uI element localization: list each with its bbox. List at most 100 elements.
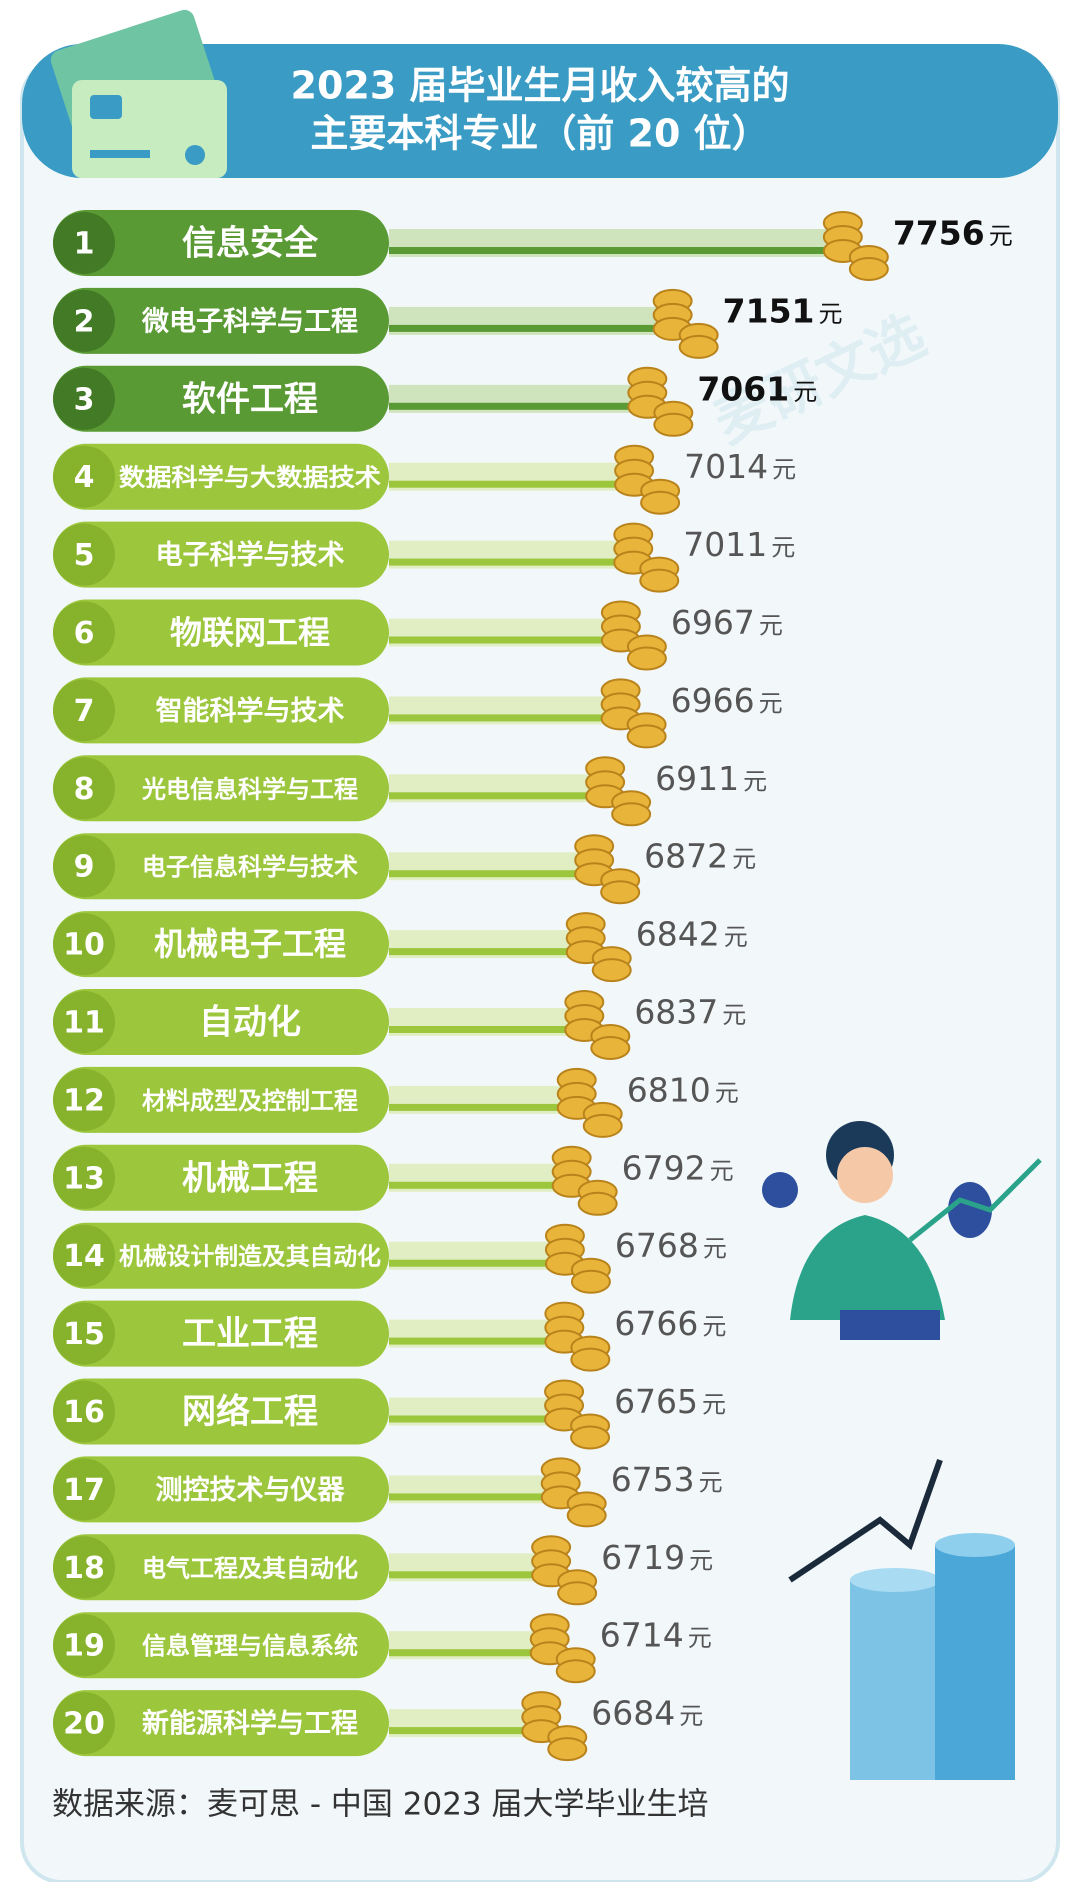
rank-circle	[53, 367, 115, 430]
unit-label: 元	[771, 534, 795, 562]
rank-circle	[53, 1302, 115, 1365]
coins	[574, 834, 641, 905]
label-pill	[53, 1144, 389, 1211]
label-pill	[53, 833, 389, 900]
bar-line	[389, 1727, 554, 1735]
coins	[551, 1145, 618, 1216]
value-label: 6911	[655, 759, 739, 798]
label-pill	[53, 365, 389, 432]
rank-label: 20	[63, 1707, 105, 1742]
unit-label: 元	[732, 845, 756, 873]
bar-line	[389, 480, 647, 488]
rank-circle	[53, 835, 115, 898]
coins	[600, 600, 667, 671]
rank-label: 3	[74, 382, 95, 417]
coin	[547, 1737, 588, 1762]
unit-label: 元	[772, 456, 796, 484]
coin	[653, 412, 694, 437]
chart-title: 2023 届毕业生月收入较高的	[291, 64, 790, 108]
bar-line	[389, 792, 618, 800]
category-label: 微电子科学与工程	[141, 305, 358, 337]
coins	[544, 1223, 611, 1294]
unit-label: 元	[715, 1079, 739, 1107]
label-pill	[53, 1378, 389, 1445]
bar-line	[389, 1259, 577, 1267]
value-label: 6872	[644, 837, 728, 876]
category-label: 电子信息科学与技术	[142, 853, 358, 881]
coin	[570, 1425, 611, 1450]
category-label: 机械设计制造及其自动化	[119, 1243, 381, 1271]
unit-label: 元	[689, 1546, 713, 1574]
rank-label: 2	[74, 304, 95, 339]
bar-line	[389, 1415, 577, 1423]
label-pill	[53, 1222, 389, 1289]
unit-label: 元	[724, 923, 748, 951]
rank-circle	[53, 913, 115, 976]
rank-circle	[53, 1536, 115, 1599]
label-pill	[53, 599, 389, 666]
label-pill	[53, 989, 389, 1055]
coin	[600, 880, 641, 905]
category-label: 电气工程及其自动化	[142, 1554, 358, 1582]
coins	[564, 990, 631, 1060]
value-label: 6753	[611, 1460, 695, 1499]
category-label: 新能源科学与工程	[142, 1708, 358, 1740]
rank-label: 6	[74, 616, 95, 651]
coin	[611, 802, 652, 827]
coin	[678, 334, 719, 359]
unit-label: 元	[703, 1235, 727, 1263]
coin	[591, 958, 632, 983]
value-label: 6684	[591, 1694, 675, 1733]
unit-label: 元	[793, 378, 817, 406]
bar-line	[389, 870, 607, 878]
value-label: 6714	[600, 1616, 684, 1655]
unit-label: 元	[702, 1391, 726, 1419]
label-pill	[53, 1690, 389, 1757]
rank-circle	[53, 1692, 115, 1755]
bar-line	[389, 1103, 589, 1111]
illustration	[762, 1121, 1042, 1780]
coin	[566, 1503, 607, 1528]
coins	[521, 1691, 588, 1762]
bar-line	[389, 324, 685, 332]
rank-label: 4	[74, 460, 95, 495]
coins	[556, 1067, 623, 1138]
value-label: 6966	[671, 681, 755, 720]
coin	[639, 568, 680, 593]
value-label: 6810	[627, 1070, 711, 1109]
category-label: 机械工程	[182, 1158, 318, 1198]
coin	[582, 1113, 623, 1138]
bar-line	[389, 558, 646, 566]
bar-line	[389, 1571, 564, 1579]
unit-label: 元	[688, 1624, 712, 1652]
unit-label: 元	[702, 1313, 726, 1341]
coins	[544, 1379, 611, 1450]
rank-circle	[53, 601, 115, 664]
label-pill	[53, 1066, 389, 1133]
label-pill	[53, 911, 389, 978]
category-label: 光电信息科学与工程	[141, 775, 358, 803]
coins	[565, 912, 632, 983]
unit-label: 元	[819, 300, 843, 328]
rank-label: 9	[74, 850, 95, 885]
category-label: 网络工程	[182, 1392, 318, 1432]
unit-label: 元	[699, 1468, 723, 1496]
value-label: 6842	[636, 915, 720, 954]
coins	[531, 1535, 598, 1606]
coins	[614, 444, 681, 515]
value-label: 6719	[601, 1538, 685, 1577]
category-label: 软件工程	[182, 379, 318, 419]
rank-circle	[53, 757, 115, 820]
rank-label: 8	[74, 772, 95, 807]
label-pill	[53, 1300, 389, 1367]
value-label: 6766	[614, 1304, 698, 1343]
bar-line	[389, 1337, 577, 1345]
rank-circle	[53, 991, 115, 1053]
label-pill	[53, 1612, 389, 1679]
coins	[652, 288, 719, 359]
category-label: 机械电子工程	[154, 925, 346, 963]
unit-label: 元	[710, 1157, 734, 1185]
rank-circle	[53, 1146, 115, 1209]
bar-line	[389, 1493, 573, 1501]
coins	[540, 1457, 607, 1528]
